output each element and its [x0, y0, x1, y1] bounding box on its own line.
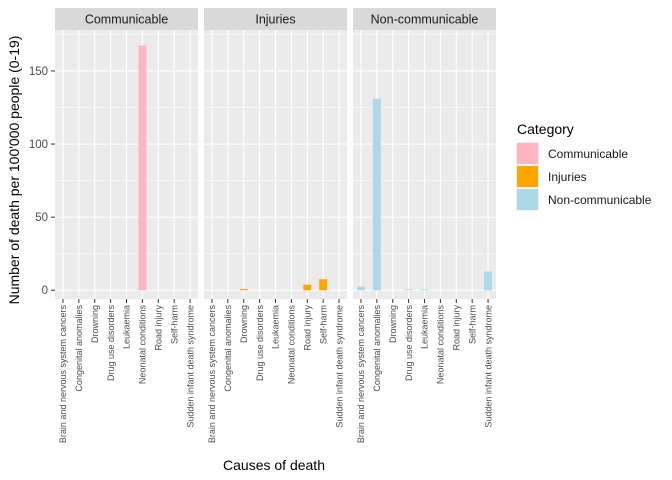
x-tick-label: Road injury [302, 305, 312, 351]
x-tick-label: Drowning [239, 305, 249, 343]
legend-item-communicable: Communicable [516, 142, 628, 165]
bar-injuries-self-harm [319, 279, 328, 291]
x-tick-label: Self-harm [169, 305, 179, 344]
bar-non-communicable-drug-use-disorders [404, 289, 413, 291]
facet-panels: Communicable Brain and nervous system can… [55, 8, 496, 443]
x-tick-label: Drowning [388, 305, 398, 343]
legend-label: Non-communicable [548, 193, 652, 207]
y-tick-label: 0 [42, 285, 48, 297]
x-tick-label: Self-harm [318, 305, 328, 344]
x-tick-label: Drug use disorders [255, 305, 265, 382]
x-tick-label: Sudden infant death syndrome [334, 305, 344, 428]
legend-title: Category [517, 121, 574, 137]
x-tick-label: Congenital anomalies [372, 305, 382, 392]
facet-strip [204, 8, 347, 30]
y-tick-label: 100 [29, 139, 48, 151]
panel-communicable: Communicable Brain and nervous system can… [55, 8, 198, 443]
legend-key-swatch [517, 143, 538, 164]
panel-non-communicable: Non-communicable Brain and nervous system… [353, 8, 496, 443]
x-tick-label: Road injury [451, 305, 461, 351]
facet-strip-label: Injuries [255, 13, 295, 27]
x-tick-label: Neonatal conditions [287, 305, 297, 385]
panel-injuries: Injuries Brain and nervous system cancers… [204, 8, 347, 443]
bar-injuries-road-injury [303, 284, 312, 291]
y-axis-title: Number of death per 100'000 people (0-19… [6, 36, 22, 305]
x-tick-label: Brain and nervous system cancers [356, 305, 366, 444]
x-tick-label: Sudden infant death syndrome [185, 305, 195, 428]
facet-strip [353, 8, 496, 30]
facet-strip-label: Communicable [85, 13, 168, 27]
x-tick-label: Leukaemia [271, 305, 281, 349]
legend-label: Injuries [548, 170, 587, 184]
x-tick-label: Self-harm [467, 305, 477, 344]
x-tick-label: Neonatal conditions [436, 305, 446, 385]
x-tick-label: Brain and nervous system cancers [207, 305, 217, 444]
facet-strip-label: Non-communicable [371, 13, 479, 27]
bar-injuries-drowning [239, 289, 248, 291]
x-tick-label: Neonatal conditions [138, 305, 148, 385]
x-tick-label: Leukaemia [122, 305, 132, 349]
bar-non-communicable-brain-and-nervous-system-cancers [356, 286, 365, 291]
bar-communicable-neonatal-conditions [138, 45, 147, 291]
y-tick-label: 50 [35, 212, 48, 224]
x-tick-label: Congenital anomalies [74, 305, 84, 392]
x-tick-label: Road injury [153, 305, 163, 351]
legend-key-swatch [517, 166, 538, 187]
bar-non-communicable-sudden-infant-death-syndrome [484, 271, 493, 291]
legend-key-swatch [517, 189, 538, 210]
legend-item-injuries: Injuries [516, 165, 587, 188]
y-axis: 0 50 100 150 [29, 66, 55, 297]
x-tick-label: Congenital anomalies [223, 305, 233, 392]
x-tick-label: Brain and nervous system cancers [58, 305, 68, 444]
bar-non-communicable-leukaemia [420, 289, 429, 291]
legend: Category Communicable Injuries Non-communi… [516, 121, 652, 211]
x-axis-title: Causes of death [223, 457, 325, 473]
y-tick-label: 150 [29, 66, 48, 78]
legend-item-non-communicable: Non-communicable [516, 188, 652, 211]
bar-non-communicable-congenital-anomalies [372, 98, 381, 291]
legend-label: Communicable [548, 147, 628, 161]
x-tick-label: Sudden infant death syndrome [483, 305, 493, 428]
x-tick-label: Drowning [90, 305, 100, 343]
x-tick-label: Leukaemia [420, 305, 430, 349]
x-tick-label: Drug use disorders [106, 305, 116, 382]
facet-strip [55, 8, 198, 30]
x-tick-label: Drug use disorders [404, 305, 414, 382]
